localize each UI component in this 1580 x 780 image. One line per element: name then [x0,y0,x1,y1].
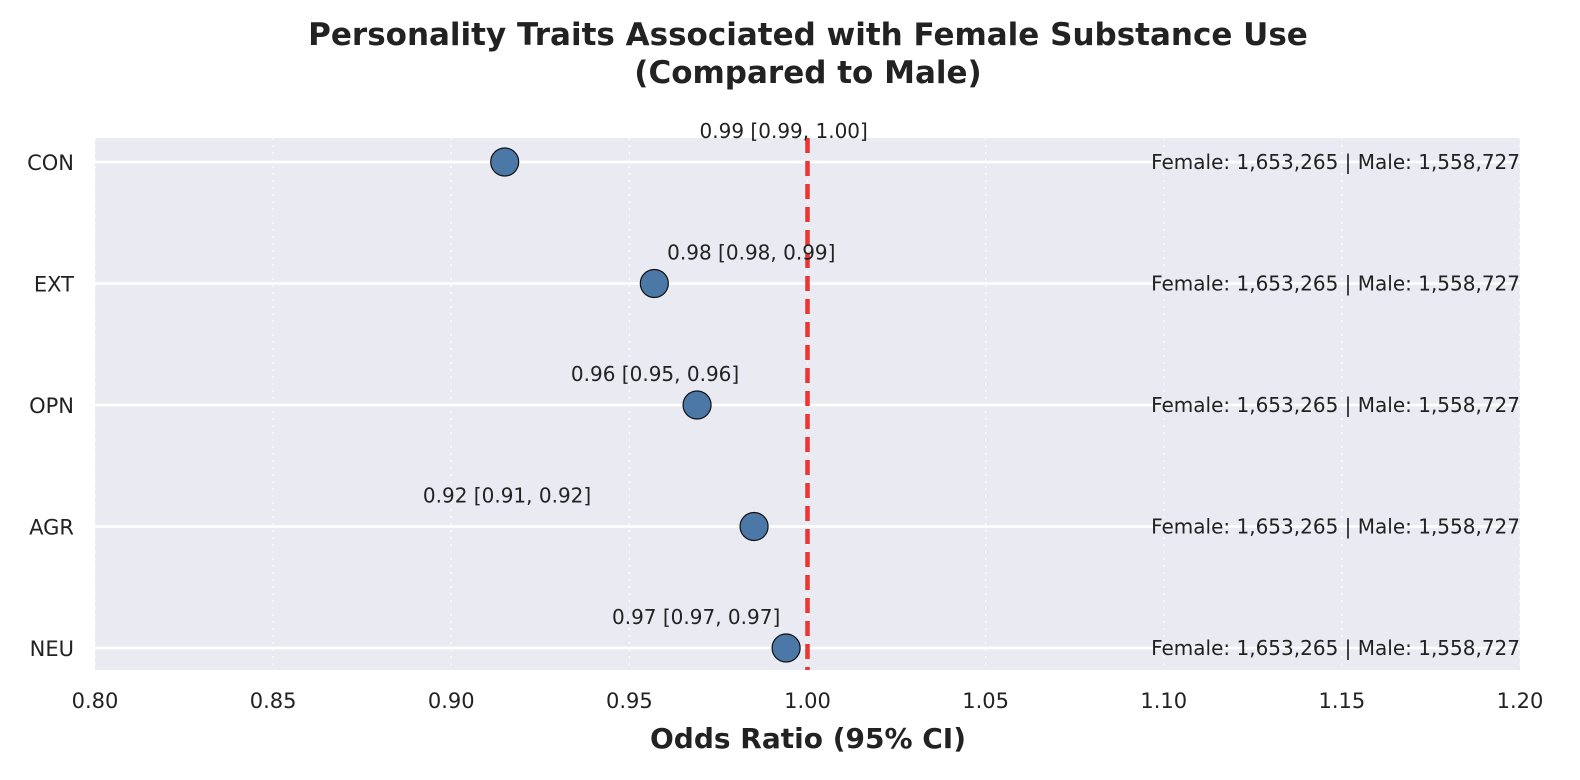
y-tick-label: OPN [29,394,74,418]
data-point [771,633,801,663]
data-label: 0.98 [0.98, 0.99] [667,241,835,265]
text-layer: 0.80 0.85 0.90 0.95 1.00 1.05 1.10 1.15 1.20 CON 0… [27,119,1543,713]
x-tick-label: 0.85 [250,689,297,713]
data-label: 0.97 [0.97, 0.97] [612,605,780,629]
x-tick-label: 1.15 [1318,689,1365,713]
data-point [739,511,769,542]
sample-size-label: Female: 1,653,265 | Male: 1,558,727 [1151,150,1520,174]
x-tick-label: 1.10 [1140,689,1187,713]
sample-size-label: Female: 1,653,265 | Male: 1,558,727 [1151,515,1520,539]
data-label: 0.92 [0.91, 0.92] [423,484,591,508]
data-label: 0.96 [0.95, 0.96] [571,362,739,386]
y-tick-label: CON [27,151,74,175]
y-tick-label: AGR [29,516,74,540]
x-tick-label: 0.95 [606,689,653,713]
sample-size-label: Female: 1,653,265 | Male: 1,558,727 [1151,272,1520,296]
sample-size-label: Female: 1,653,265 | Male: 1,558,727 [1151,393,1520,417]
data-label: 0.99 [0.99, 1.00] [700,119,868,143]
x-tick-label: 1.05 [962,689,1009,713]
sample-size-label: Female: 1,653,265 | Male: 1,558,727 [1151,636,1520,660]
x-tick-label: 1.00 [784,689,831,713]
x-tick-label: 0.90 [428,689,475,713]
chart-title: Personality Traits Associated with Femal… [308,17,1308,91]
x-axis-label: Odds Ratio (95% CI) [650,722,966,755]
data-point [639,268,669,299]
data-point [682,390,712,420]
chart-title-line: Personality Traits Associated with Femal… [308,17,1308,53]
y-tick-label: EXT [34,273,74,297]
y-tick-label: NEU [30,637,74,661]
mark-layer [490,147,801,663]
x-tick-label: 1.20 [1497,689,1544,713]
x-tick-label: 0.80 [72,689,119,713]
data-point [490,147,520,177]
chart-title-line: (Compared to Male) [634,55,981,91]
